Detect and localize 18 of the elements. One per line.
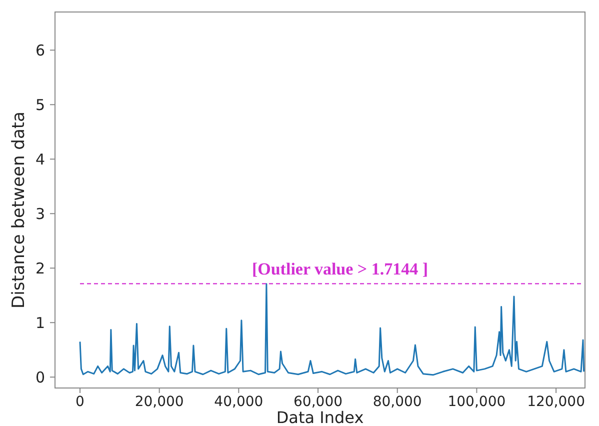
x-tick-label: 40,000 <box>214 394 264 410</box>
y-tick-label: 3 <box>35 204 45 223</box>
x-tick-label: 100,000 <box>448 394 506 410</box>
y-tick-label: 4 <box>35 150 45 168</box>
x-axis-title: Data Index <box>276 408 364 426</box>
line-series <box>79 283 585 376</box>
y-tick-label: 1 <box>35 314 45 332</box>
y-tick-label: 0 <box>35 368 45 386</box>
y-axis-title: Distance between data <box>9 112 29 308</box>
x-tick-label: 80,000 <box>372 394 422 410</box>
x-tick-label: 20,000 <box>134 394 184 410</box>
y-tick-label: 2 <box>35 259 45 278</box>
x-tick-label: 60,000 <box>294 394 343 410</box>
y-tick-label: 6 <box>35 41 45 60</box>
y-tick-label: 5 <box>35 96 45 114</box>
x-tick-label: 120,000 <box>527 394 585 410</box>
x-tick-label: 0 <box>76 394 84 410</box>
ref-line-label: [Outlier value > 1.7144 ] <box>252 260 428 279</box>
